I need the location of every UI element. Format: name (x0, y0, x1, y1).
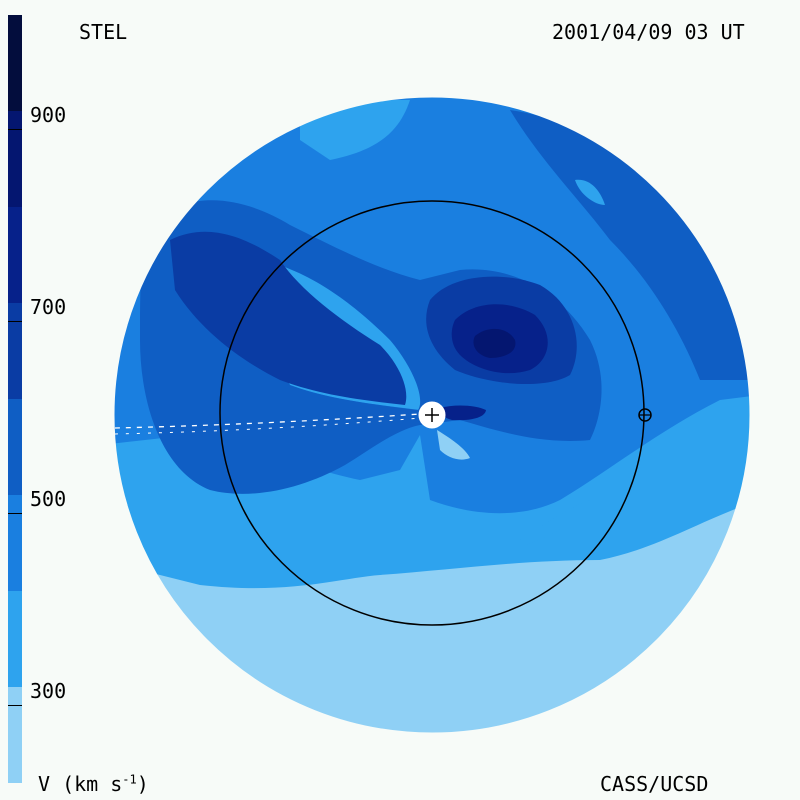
colorbar-tick-label: 500 (30, 487, 67, 511)
earth-icon (638, 408, 652, 422)
credit-label: CASS/UCSD (600, 772, 709, 796)
earth-sun-line (114, 413, 421, 429)
quantity-text: V (km s (38, 772, 123, 796)
contour-near-sun-low (437, 430, 470, 460)
colorbar-level-3 (8, 399, 22, 495)
unit-exponent: -1 (122, 772, 137, 787)
colorbar-tick-mark (8, 321, 22, 322)
source-label: STEL (79, 20, 128, 44)
earth-sun-line-2 (114, 417, 421, 435)
contour-300-400-small (520, 500, 590, 545)
colorbar-tick-mark (8, 129, 22, 130)
colorbar-level-7 (8, 15, 22, 111)
contour-near-sun-high (440, 405, 486, 421)
contour-500-600-spiral (140, 200, 602, 494)
colorbar-tick-label: 300 (30, 679, 67, 703)
contour-800-900 (473, 328, 516, 358)
velocity-colorbar (8, 15, 22, 783)
colorbar-level-0 (8, 687, 22, 783)
colorbar-quantity-label: V (km s-1) (38, 772, 149, 796)
colorbar-tick-mark (8, 513, 22, 514)
colorbar-tick-label: 700 (30, 295, 67, 319)
colorbar-level-5 (8, 207, 22, 303)
colorbar-level-6 (8, 111, 22, 207)
colorbar-level-2 (8, 495, 22, 591)
colorbar-level-4 (8, 303, 22, 399)
contour-500-600-right (510, 110, 750, 380)
unit-close: ) (136, 772, 149, 796)
timestamp-label: 2001/04/09 03 UT (552, 20, 745, 44)
colorbar-tick-mark (8, 705, 22, 706)
colorbar-tick-label: 900 (30, 103, 67, 127)
sun-icon (418, 401, 446, 429)
disc-edge (113, 96, 751, 734)
earth-orbit-circle (219, 200, 645, 626)
colorbar-level-1 (8, 591, 22, 687)
contour-upper-right-light (575, 179, 605, 205)
contour-600-700-spiral (170, 231, 407, 405)
